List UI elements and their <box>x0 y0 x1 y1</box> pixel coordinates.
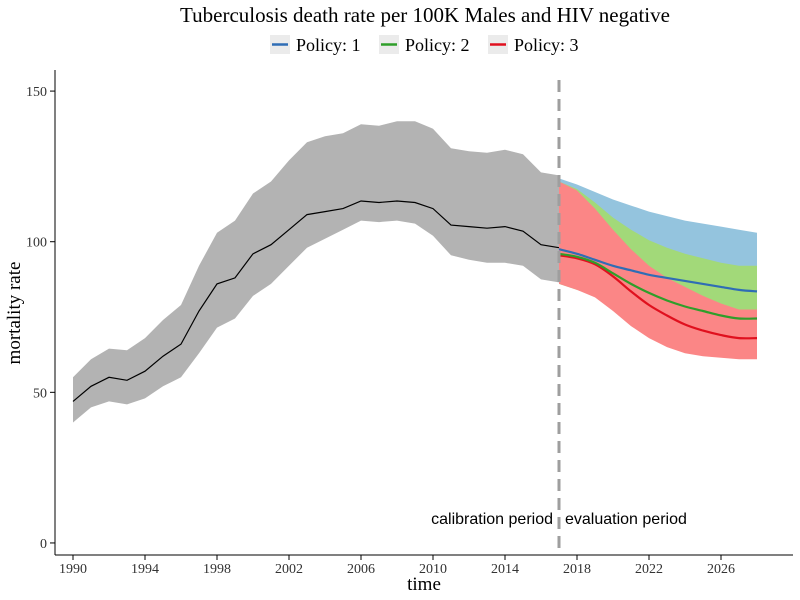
x-tick-label: 2002 <box>275 562 303 577</box>
legend-label: Policy: 2 <box>405 35 470 55</box>
legend-item-policy-3: Policy: 3 <box>488 35 579 55</box>
legend: Policy: 1 Policy: 2 Policy: 3 <box>270 35 579 55</box>
legend-label: Policy: 3 <box>514 35 579 55</box>
lines-layer <box>72 200 758 402</box>
y-tick-label: 100 <box>26 236 47 251</box>
policy-3-line <box>558 254 758 340</box>
x-tick-label: 1998 <box>203 562 231 577</box>
annotations: calibration period evaluation period <box>431 511 687 528</box>
x-tick-label: 1990 <box>59 562 87 577</box>
policy-2-line <box>558 252 758 320</box>
x-tick-label: 2022 <box>635 562 663 577</box>
x-tick-label: 2006 <box>347 562 375 577</box>
x-tick-label: 2010 <box>419 562 447 577</box>
annotation-evaluation-period: evaluation period <box>565 511 687 528</box>
policy-1-line <box>558 248 758 293</box>
annotation-calibration-period: calibration period <box>431 511 553 528</box>
y-axis-label: mortality rate <box>4 262 25 365</box>
calibration-band <box>73 121 559 423</box>
y-tick-label: 0 <box>40 537 47 552</box>
x-tick-label: 1994 <box>131 562 159 577</box>
legend-item-policy-2: Policy: 2 <box>379 35 470 55</box>
y-tick-label: 150 <box>26 85 47 100</box>
x-tick-label: 2026 <box>707 562 735 577</box>
x-tick-label: 2014 <box>491 562 519 577</box>
policy-3-band <box>559 181 757 360</box>
legend-item-policy-1: Policy: 1 <box>270 35 361 55</box>
calibration-line <box>72 200 560 402</box>
bands-layer <box>73 121 757 423</box>
x-axis-label: time <box>407 574 441 595</box>
chart-title: Tuberculosis death rate per 100K Males a… <box>180 3 670 27</box>
x-tick-label: 2018 <box>563 562 591 577</box>
axes: 1990 1994 1998 2002 2006 2010 2014 2018 2022 2026… <box>26 70 793 577</box>
y-tick-label: 50 <box>33 386 47 401</box>
legend-label: Policy: 1 <box>296 35 361 55</box>
